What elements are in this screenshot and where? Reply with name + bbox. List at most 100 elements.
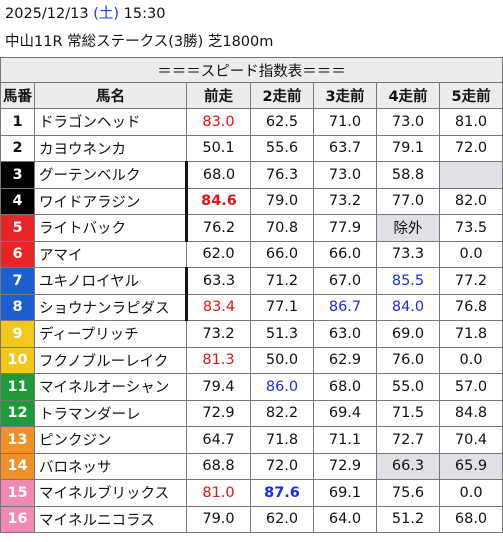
horse-name: ドラゴンヘッド xyxy=(34,108,187,136)
speed-index-value: 62.0 xyxy=(186,240,251,268)
speed-index-value: 50.0 xyxy=(250,346,314,374)
speed-index-value: 66.0 xyxy=(313,240,377,268)
speed-index-value: 63.0 xyxy=(313,320,377,348)
race-day: (土) xyxy=(93,6,120,22)
speed-index-value: 81.0 xyxy=(186,479,251,507)
speed-index-value: 71.1 xyxy=(313,426,377,454)
speed-index-value: 84.8 xyxy=(438,399,503,427)
table-row: 1 ドラゴンヘッド 83.0 62.5 71.0 73.0 81.0 xyxy=(0,108,503,136)
table-row: 8 ショウナンラピダス 83.4 77.1 86.7 84.0 76.8 xyxy=(0,293,503,321)
speed-index-value: 66.0 xyxy=(250,240,314,268)
speed-index-value: 55.6 xyxy=(250,134,314,162)
horse-number: 7 xyxy=(0,267,35,295)
speed-index-value: 73.3 xyxy=(376,240,440,268)
col-header-name: 馬名 xyxy=(34,82,187,109)
table-row: 3 グーテンベルク 68.0 76.3 73.0 58.8 xyxy=(0,161,503,189)
table-row: 14 バロネッサ 68.8 72.0 72.9 66.3 65.9 xyxy=(0,452,503,480)
table-row: 15 マイネルブリックス 81.0 87.6 69.1 75.6 0.0 xyxy=(0,479,503,507)
horse-name: トラマンダーレ xyxy=(34,399,187,427)
speed-index-value: 68.0 xyxy=(313,373,377,401)
speed-index-value: 72.0 xyxy=(250,452,314,480)
horse-name: マイネルブリックス xyxy=(34,479,187,507)
table-row: 11 マイネルオーシャン 79.4 86.0 68.0 55.0 57.0 xyxy=(0,373,503,401)
speed-index-value: 64.0 xyxy=(313,505,377,533)
speed-index-value: 79.1 xyxy=(376,134,440,162)
speed-index-value: 86.0 xyxy=(250,373,314,401)
horse-number: 10 xyxy=(0,346,35,374)
speed-index-value: 58.8 xyxy=(376,161,440,189)
speed-index-value: 73.5 xyxy=(438,214,503,242)
speed-index-value: 0.0 xyxy=(438,240,503,268)
horse-number: 2 xyxy=(0,134,35,162)
speed-index-value: 65.9 xyxy=(438,452,503,480)
race-header-line1: 2025/12/13 (土) 15:30 xyxy=(0,0,503,28)
speed-index-value: 87.6 xyxy=(250,479,314,507)
speed-index-value: 84.0 xyxy=(376,293,440,321)
horse-number: 15 xyxy=(0,479,35,507)
speed-index-value: 57.0 xyxy=(438,373,503,401)
speed-index-value: 72.9 xyxy=(186,399,251,427)
table-row: 2 カヨウネンカ 50.1 55.6 63.7 79.1 72.0 xyxy=(0,134,503,162)
horse-name: マイネルオーシャン xyxy=(34,373,187,401)
race-header-line2: 中山11R 常総ステークス(3勝) 芝1800m xyxy=(5,34,274,50)
horse-number: 3 xyxy=(0,161,35,189)
speed-index-value: 69.1 xyxy=(313,479,377,507)
speed-index-value: 79.0 xyxy=(250,187,314,215)
column-header-row: 馬番 馬名 前走 2走前 3走前 4走前 5走前 xyxy=(0,82,503,109)
speed-index-value: 62.5 xyxy=(250,108,314,136)
col-header-5back: 5走前 xyxy=(438,82,503,109)
table-row: 12 トラマンダーレ 72.9 82.2 69.4 71.5 84.8 xyxy=(0,399,503,427)
speed-index-value: 77.2 xyxy=(438,267,503,295)
speed-index-value: 70.4 xyxy=(438,426,503,454)
speed-index-value: 72.0 xyxy=(438,134,503,162)
speed-index-value: 69.4 xyxy=(313,399,377,427)
speed-index-value: 76.3 xyxy=(250,161,314,189)
col-header-2back: 2走前 xyxy=(250,82,314,109)
speed-index-value: 72.9 xyxy=(313,452,377,480)
speed-index-value: 73.2 xyxy=(186,320,251,348)
table-row: 10 フクノブルーレイク 81.3 50.0 62.9 76.0 0.0 xyxy=(0,346,503,374)
speed-index-value xyxy=(438,161,503,189)
horse-name: グーテンベルク xyxy=(34,161,187,189)
horse-number: 5 xyxy=(0,214,35,242)
speed-index-value: 76.0 xyxy=(376,346,440,374)
col-header-number: 馬番 xyxy=(0,82,35,109)
speed-index-value: 63.3 xyxy=(185,267,251,295)
horse-number: 14 xyxy=(0,452,35,480)
horse-name: アマイ xyxy=(34,240,187,268)
speed-index-value: 85.5 xyxy=(376,267,440,295)
horse-number: 4 xyxy=(0,187,35,215)
horse-number: 9 xyxy=(0,320,35,348)
speed-index-value: 83.4 xyxy=(185,293,251,321)
speed-index-value: 81.0 xyxy=(438,108,503,136)
table-title: ＝＝＝スピード指数表＝＝＝ xyxy=(0,57,503,83)
horse-name: ワイドアラジン xyxy=(34,187,187,215)
horse-number: 6 xyxy=(0,240,35,268)
speed-index-value: 0.0 xyxy=(438,346,503,374)
speed-index-value: 69.0 xyxy=(376,320,440,348)
col-header-4back: 4走前 xyxy=(376,82,440,109)
col-header-last: 前走 xyxy=(186,82,251,109)
table-row: 7 ユキノロイヤル 63.3 71.2 67.0 85.5 77.2 xyxy=(0,267,503,295)
speed-index-value: 71.2 xyxy=(250,267,314,295)
speed-index-value: 71.8 xyxy=(438,320,503,348)
horse-name: フクノブルーレイク xyxy=(34,346,187,374)
speed-index-value: 82.0 xyxy=(438,187,503,215)
horse-name: ディープリッチ xyxy=(34,320,187,348)
speed-index-value: 77.9 xyxy=(313,214,377,242)
horse-number: 16 xyxy=(0,505,35,533)
speed-index-value: 68.0 xyxy=(185,161,251,189)
speed-index-value: 73.0 xyxy=(313,161,377,189)
speed-index-value: 62.0 xyxy=(250,505,314,533)
speed-index-value: 82.2 xyxy=(250,399,314,427)
speed-index-value: 72.7 xyxy=(376,426,440,454)
speed-index-value: 79.4 xyxy=(186,373,251,401)
horse-name: ライトバック xyxy=(34,214,187,242)
speed-index-value: 除外 xyxy=(376,214,440,242)
speed-index-value: 50.1 xyxy=(186,134,251,162)
horse-number: 1 xyxy=(0,108,35,136)
table-row: 16 マイネルニコラス 79.0 62.0 64.0 51.2 68.0 xyxy=(0,505,503,533)
horse-number: 8 xyxy=(0,293,35,321)
table-row: 4 ワイドアラジン 84.6 79.0 73.2 77.0 82.0 xyxy=(0,187,503,215)
speed-index-value: 71.8 xyxy=(250,426,314,454)
